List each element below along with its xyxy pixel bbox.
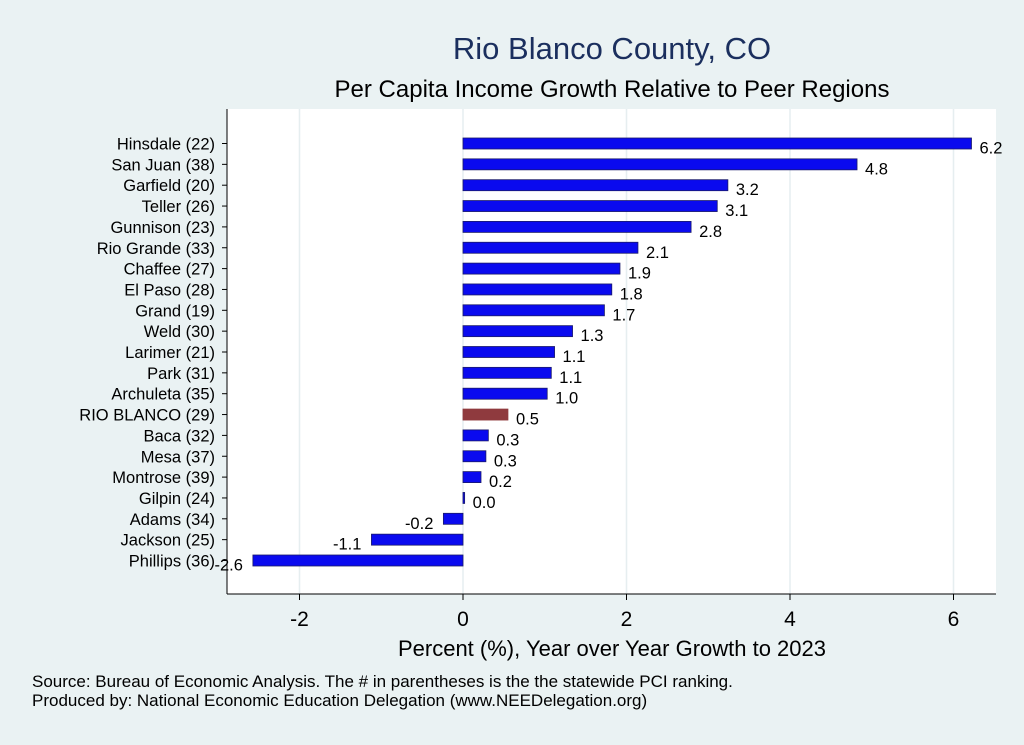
source-note: Source: Bureau of Economic Analysis. The…: [32, 672, 733, 691]
category-label: Mesa (37): [141, 448, 215, 466]
bar: [462, 220, 692, 233]
value-label: 0.2: [489, 473, 512, 491]
bar: [252, 554, 464, 567]
category-label: Rio Grande (33): [97, 240, 215, 258]
value-label: 0.3: [496, 431, 519, 449]
value-label: -1.1: [333, 536, 361, 554]
value-label: 1.3: [581, 327, 604, 345]
category-label: Gunnison (23): [110, 219, 215, 237]
category-label: RIO BLANCO (29): [79, 407, 215, 425]
bar: [442, 512, 464, 525]
bar: [462, 492, 466, 504]
category-label: Gilpin (24): [139, 490, 215, 508]
value-label: -2.6: [214, 557, 242, 575]
chart-title: Rio Blanco County, CO: [453, 31, 771, 66]
bar: [462, 283, 613, 296]
value-label: -0.2: [405, 515, 433, 533]
value-label: 1.1: [563, 348, 586, 366]
value-label: 4.8: [865, 160, 888, 178]
producer-note: Produced by: National Economic Education…: [32, 691, 648, 710]
category-label: El Paso (28): [124, 281, 215, 299]
category-label: Weld (30): [144, 323, 215, 341]
category-label: Jackson (25): [121, 532, 215, 550]
category-label: Baca (32): [143, 427, 215, 445]
value-label: 2.8: [699, 223, 722, 241]
bar: [462, 387, 548, 400]
value-label: 0.5: [516, 411, 539, 429]
category-label: Adams (34): [130, 511, 215, 529]
value-label: 6.2: [979, 140, 1002, 158]
category-label: Teller (26): [142, 198, 215, 216]
category-label: Archuleta (35): [111, 386, 215, 404]
value-label: 1.0: [555, 390, 578, 408]
category-label: Grand (19): [135, 302, 215, 320]
bar: [462, 429, 489, 442]
bar: [462, 179, 729, 192]
x-tick-label: 0: [457, 608, 469, 631]
x-tick-label: 2: [621, 608, 633, 631]
value-label: 1.8: [620, 285, 643, 303]
x-tick-label: -2: [290, 608, 309, 631]
category-label: San Juan (38): [111, 156, 215, 174]
category-label: Garfield (20): [123, 177, 215, 195]
bar: [462, 200, 718, 212]
category-label: Park (31): [147, 365, 215, 383]
category-label: Montrose (39): [112, 469, 215, 487]
bar: [462, 366, 552, 379]
value-label: 1.1: [559, 369, 582, 387]
bar: [462, 241, 639, 254]
bar: [462, 450, 487, 463]
value-label: 0.0: [473, 494, 496, 512]
category-label: Chaffee (27): [124, 261, 215, 279]
x-axis-title: Percent (%), Year over Year Growth to 20…: [398, 636, 826, 661]
category-label: Larimer (21): [125, 344, 215, 362]
bar: [462, 471, 482, 484]
bar: [371, 533, 464, 546]
x-tick-label: 6: [948, 608, 960, 631]
value-label: 3.2: [736, 181, 759, 199]
category-label: Hinsdale (22): [117, 136, 215, 154]
value-label: 3.1: [725, 202, 748, 220]
x-tick-label: 4: [784, 608, 796, 631]
bar: [462, 262, 621, 275]
value-label: 1.7: [612, 306, 635, 324]
bar: [462, 137, 972, 150]
bar: [462, 346, 555, 358]
bar: [462, 408, 509, 421]
bar: [462, 325, 573, 338]
value-label: 0.3: [494, 452, 517, 470]
category-label: Phillips (36): [129, 553, 215, 571]
bar: [462, 304, 605, 317]
bar: [462, 158, 858, 171]
value-label: 1.9: [628, 265, 651, 283]
value-label: 2.1: [646, 244, 669, 262]
chart-subtitle: Per Capita Income Growth Relative to Pee…: [335, 76, 890, 103]
